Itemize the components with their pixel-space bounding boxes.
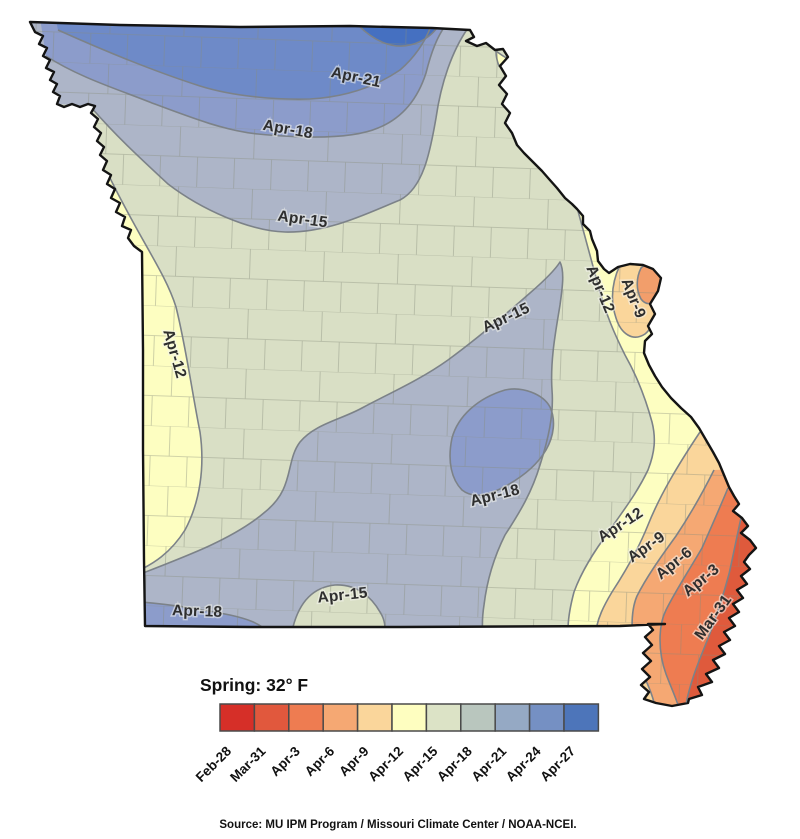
legend-tick-label: Apr-12 <box>365 744 406 785</box>
legend-swatch <box>322 703 359 732</box>
legend-swatch <box>494 703 531 732</box>
legend-tick-label: Apr-6 <box>302 743 338 779</box>
county-lines <box>30 22 756 706</box>
legend-tick-labels: Feb-28Mar-31Apr-3Apr-6Apr-9Apr-12Apr-15A… <box>193 743 578 785</box>
legend-tick-label: Apr-15 <box>400 743 441 784</box>
legend-swatch <box>288 703 324 732</box>
legend-tick-label: Apr-24 <box>503 743 544 784</box>
source-line: Source: MU IPM Program / Missouri Climat… <box>219 819 576 831</box>
legend: Spring: 32° F Feb-28Mar-31Apr-3Apr-6Apr-… <box>193 675 600 785</box>
legend-tick-label: Apr-18 <box>434 743 475 784</box>
legend-tick-label: Apr-21 <box>468 743 509 784</box>
legend-title: Spring: 32° F <box>200 675 308 695</box>
legend-swatch <box>253 703 290 732</box>
legend-tick-label: Apr-27 <box>537 744 578 785</box>
legend-swatch <box>460 703 496 732</box>
legend-swatch <box>563 703 600 732</box>
legend-tick-label: Apr-3 <box>267 743 303 779</box>
legend-swatch <box>356 703 393 732</box>
legend-tick-label: Mar-31 <box>227 743 269 785</box>
legend-swatch <box>391 703 428 732</box>
legend-tick-label: Feb-28 <box>193 743 235 785</box>
state-outline <box>28 20 758 708</box>
legend-swatch <box>219 703 256 732</box>
contour-label: Apr-18 <box>172 602 223 621</box>
legend-swatch <box>528 703 565 732</box>
legend-swatch <box>425 703 462 732</box>
legend-swatches <box>219 703 600 732</box>
